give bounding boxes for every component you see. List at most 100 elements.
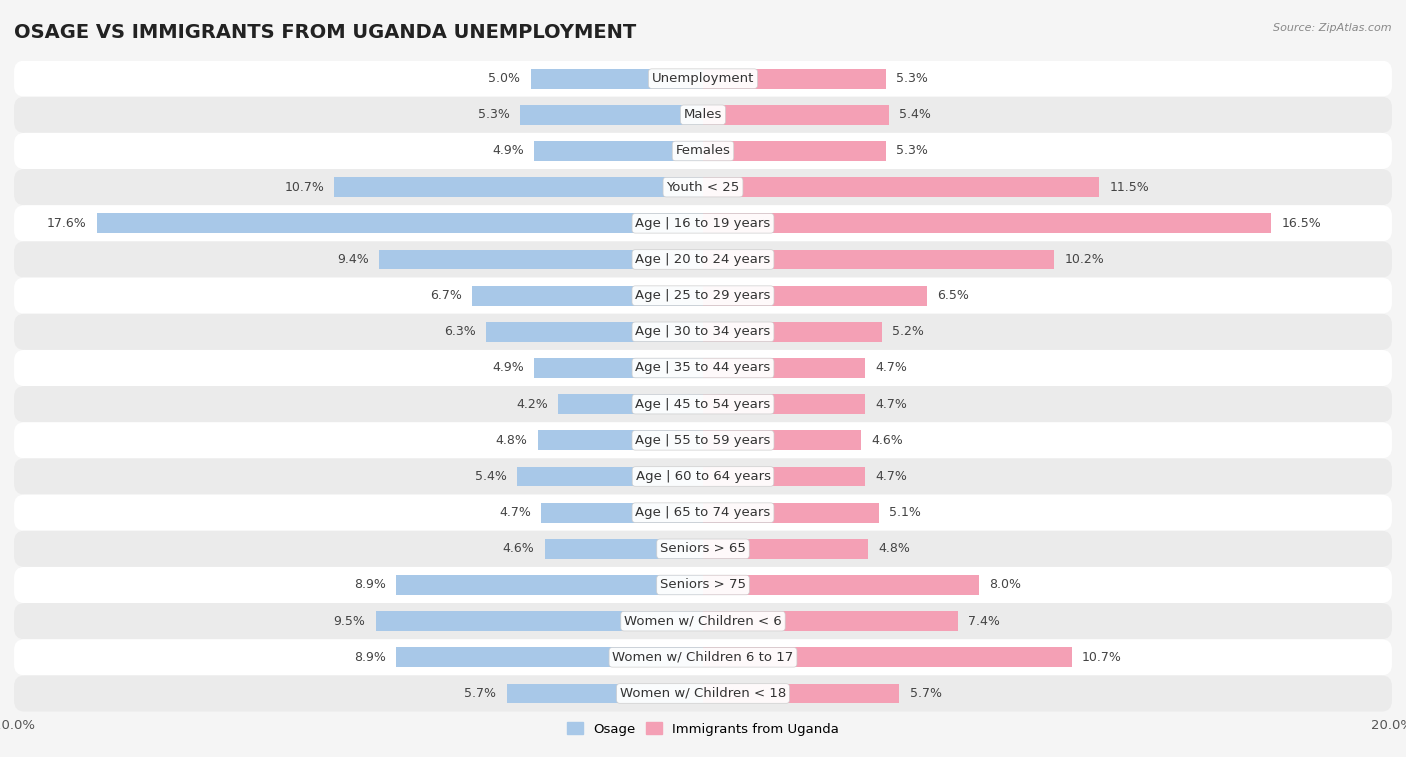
Bar bbox=[506, 684, 703, 703]
Bar bbox=[534, 358, 703, 378]
Text: 7.4%: 7.4% bbox=[969, 615, 1000, 628]
FancyBboxPatch shape bbox=[14, 494, 1392, 531]
Text: Age | 25 to 29 years: Age | 25 to 29 years bbox=[636, 289, 770, 302]
Text: Women w/ Children < 6: Women w/ Children < 6 bbox=[624, 615, 782, 628]
Text: 5.7%: 5.7% bbox=[910, 687, 942, 700]
Legend: Osage, Immigrants from Uganda: Osage, Immigrants from Uganda bbox=[561, 717, 845, 741]
Bar bbox=[703, 466, 865, 487]
Text: 11.5%: 11.5% bbox=[1109, 181, 1149, 194]
Text: 5.0%: 5.0% bbox=[488, 72, 520, 85]
Bar bbox=[703, 394, 865, 414]
Bar bbox=[541, 503, 703, 522]
Text: 4.8%: 4.8% bbox=[495, 434, 527, 447]
FancyBboxPatch shape bbox=[14, 97, 1392, 133]
Bar bbox=[703, 105, 889, 125]
Text: 4.6%: 4.6% bbox=[872, 434, 904, 447]
Text: Seniors > 75: Seniors > 75 bbox=[659, 578, 747, 591]
Bar bbox=[703, 141, 886, 161]
Bar bbox=[531, 69, 703, 89]
Bar bbox=[520, 105, 703, 125]
Text: 16.5%: 16.5% bbox=[1282, 217, 1322, 230]
Bar bbox=[517, 466, 703, 487]
Text: 5.3%: 5.3% bbox=[896, 72, 928, 85]
Text: 6.5%: 6.5% bbox=[938, 289, 969, 302]
Bar bbox=[703, 250, 1054, 269]
Bar bbox=[703, 431, 862, 450]
Text: Age | 45 to 54 years: Age | 45 to 54 years bbox=[636, 397, 770, 410]
FancyBboxPatch shape bbox=[14, 205, 1392, 241]
Bar bbox=[703, 69, 886, 89]
Text: 5.3%: 5.3% bbox=[896, 145, 928, 157]
FancyBboxPatch shape bbox=[14, 639, 1392, 675]
FancyBboxPatch shape bbox=[14, 350, 1392, 386]
Bar bbox=[703, 575, 979, 595]
Text: 9.5%: 9.5% bbox=[333, 615, 366, 628]
Text: Age | 30 to 34 years: Age | 30 to 34 years bbox=[636, 326, 770, 338]
Text: 4.7%: 4.7% bbox=[499, 506, 531, 519]
Bar bbox=[544, 539, 703, 559]
Text: Unemployment: Unemployment bbox=[652, 72, 754, 85]
FancyBboxPatch shape bbox=[14, 241, 1392, 278]
Text: Females: Females bbox=[675, 145, 731, 157]
Bar bbox=[703, 647, 1071, 667]
Bar bbox=[537, 431, 703, 450]
Bar bbox=[703, 539, 869, 559]
Text: 5.2%: 5.2% bbox=[893, 326, 924, 338]
Bar bbox=[703, 684, 900, 703]
FancyBboxPatch shape bbox=[14, 603, 1392, 639]
Text: Age | 16 to 19 years: Age | 16 to 19 years bbox=[636, 217, 770, 230]
FancyBboxPatch shape bbox=[14, 133, 1392, 169]
Bar bbox=[472, 285, 703, 306]
FancyBboxPatch shape bbox=[14, 567, 1392, 603]
Text: Males: Males bbox=[683, 108, 723, 121]
Text: 4.2%: 4.2% bbox=[516, 397, 548, 410]
Text: 5.4%: 5.4% bbox=[900, 108, 931, 121]
Bar bbox=[703, 358, 865, 378]
FancyBboxPatch shape bbox=[14, 422, 1392, 459]
FancyBboxPatch shape bbox=[14, 313, 1392, 350]
Bar bbox=[335, 177, 703, 197]
Text: 4.9%: 4.9% bbox=[492, 362, 524, 375]
Text: 6.3%: 6.3% bbox=[444, 326, 475, 338]
Text: 5.4%: 5.4% bbox=[475, 470, 506, 483]
Bar bbox=[703, 177, 1099, 197]
Text: Women w/ Children < 18: Women w/ Children < 18 bbox=[620, 687, 786, 700]
Bar bbox=[534, 141, 703, 161]
Bar bbox=[380, 250, 703, 269]
Text: Age | 20 to 24 years: Age | 20 to 24 years bbox=[636, 253, 770, 266]
Text: Seniors > 65: Seniors > 65 bbox=[659, 542, 747, 556]
Text: 4.7%: 4.7% bbox=[875, 470, 907, 483]
Text: 6.7%: 6.7% bbox=[430, 289, 461, 302]
Bar bbox=[703, 213, 1271, 233]
Text: 10.7%: 10.7% bbox=[1083, 651, 1122, 664]
Bar bbox=[396, 575, 703, 595]
FancyBboxPatch shape bbox=[14, 278, 1392, 313]
Bar bbox=[703, 285, 927, 306]
Text: 8.9%: 8.9% bbox=[354, 651, 387, 664]
Text: 17.6%: 17.6% bbox=[46, 217, 86, 230]
Text: 8.0%: 8.0% bbox=[988, 578, 1021, 591]
Text: 8.9%: 8.9% bbox=[354, 578, 387, 591]
Text: 5.3%: 5.3% bbox=[478, 108, 510, 121]
Text: 4.6%: 4.6% bbox=[502, 542, 534, 556]
Text: 4.9%: 4.9% bbox=[492, 145, 524, 157]
Bar bbox=[558, 394, 703, 414]
FancyBboxPatch shape bbox=[14, 169, 1392, 205]
Text: Age | 60 to 64 years: Age | 60 to 64 years bbox=[636, 470, 770, 483]
Bar bbox=[703, 611, 957, 631]
FancyBboxPatch shape bbox=[14, 61, 1392, 97]
Bar bbox=[375, 611, 703, 631]
Bar bbox=[396, 647, 703, 667]
Bar bbox=[97, 213, 703, 233]
Text: Youth < 25: Youth < 25 bbox=[666, 181, 740, 194]
Text: 10.2%: 10.2% bbox=[1064, 253, 1105, 266]
Text: OSAGE VS IMMIGRANTS FROM UGANDA UNEMPLOYMENT: OSAGE VS IMMIGRANTS FROM UGANDA UNEMPLOY… bbox=[14, 23, 637, 42]
Text: 5.7%: 5.7% bbox=[464, 687, 496, 700]
FancyBboxPatch shape bbox=[14, 531, 1392, 567]
FancyBboxPatch shape bbox=[14, 675, 1392, 712]
Text: 9.4%: 9.4% bbox=[337, 253, 368, 266]
Text: Age | 55 to 59 years: Age | 55 to 59 years bbox=[636, 434, 770, 447]
Text: Source: ZipAtlas.com: Source: ZipAtlas.com bbox=[1274, 23, 1392, 33]
Text: Women w/ Children 6 to 17: Women w/ Children 6 to 17 bbox=[613, 651, 793, 664]
Bar bbox=[486, 322, 703, 341]
